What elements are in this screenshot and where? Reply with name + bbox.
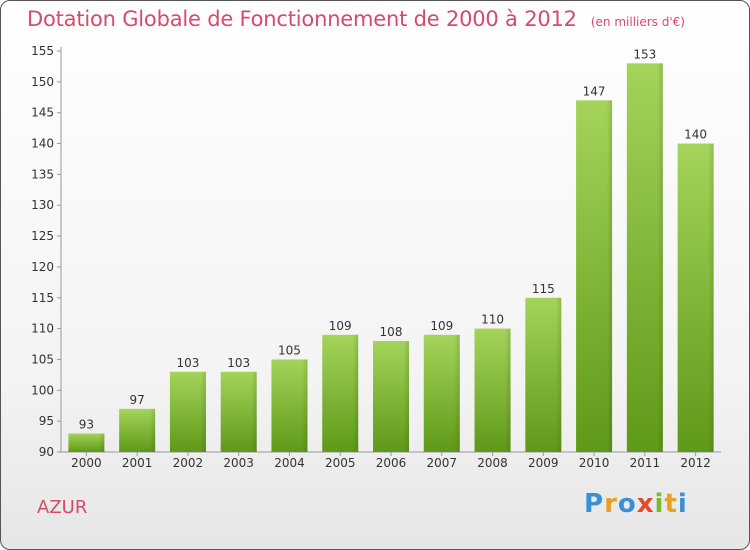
x-tick-label: 2001 [122,456,153,470]
bar-shade [677,143,714,453]
bar-shade [119,408,156,452]
logo-letter: P [584,489,605,519]
bar-shade [169,371,206,452]
x-tick-label: 2005 [325,456,356,470]
x-tick-label: 2012 [680,456,711,470]
bar-shade [626,63,663,452]
logo-letter: i [654,489,665,519]
data-label: 105 [278,343,301,357]
x-tick-label: 2003 [223,456,254,470]
data-label: 109 [329,319,352,333]
y-tick-label: 150 [31,75,54,89]
bar-shade [525,297,562,452]
x-tick-label: 2011 [630,456,661,470]
proxiti-logo: Proxiti [584,489,688,519]
data-label: 103 [176,356,199,370]
data-label: 108 [380,325,403,339]
data-label: 103 [227,356,250,370]
data-label: 115 [532,282,555,296]
axes: 90 95 100 105 110 115 120 125 130 135 140 145 150 155… [31,44,721,470]
y-tick-label: 95 [39,414,54,428]
y-tick-label: 130 [31,198,54,212]
chart-title: Dotation Globale de Fonctionnement de 20… [27,7,685,31]
bar-shade [68,433,105,452]
y-tick-label: 145 [31,106,54,120]
y-tick-label: 90 [39,445,54,459]
bar-shade [373,340,409,452]
y-tick-label: 100 [31,383,54,397]
data-label: 109 [430,319,453,333]
data-label: 93 [79,417,94,431]
y-tick-label: 155 [31,44,54,58]
logo-letter: x [636,489,655,519]
data-label: 140 [684,128,707,142]
x-tick-label: 2008 [477,456,508,470]
commune-name: AZUR [37,497,88,518]
logo-letter: i [677,489,688,519]
logo-letter: t [664,489,678,519]
bar-shade [423,334,460,452]
x-tick-label: 2007 [426,456,457,470]
logo-letter: r [604,489,618,519]
y-tick-label: 125 [31,229,54,243]
bar-shade [322,334,359,452]
data-label: 147 [583,84,606,98]
chart-title-text: Dotation Globale de Fonctionnement de 20… [27,7,577,31]
bar-shade [271,359,308,452]
logo-letter: o [617,489,637,519]
x-tick-label: 2002 [173,456,204,470]
y-tick-label: 120 [31,260,54,274]
x-tick-label: 2004 [274,456,305,470]
x-tick-label: 2009 [528,456,559,470]
y-tick-label: 135 [31,167,54,181]
data-label: 97 [130,393,145,407]
y-tick-label: 140 [31,137,54,151]
data-label: 110 [481,313,504,327]
y-tick-label: 110 [31,322,54,336]
bar-shade [576,100,613,452]
bar-shade [220,371,257,452]
value-labels: 93 97 103 103 105 109 108 109 110 115 147 153 140 [79,47,707,431]
chart-unit-label: (en milliers d'€) [590,15,685,29]
x-tick-label: 2006 [376,456,407,470]
bars [68,63,714,453]
y-tick-label: 105 [31,352,54,366]
data-label: 153 [633,47,656,61]
y-tick-label: 115 [31,291,54,305]
x-tick-label: 2000 [71,456,102,470]
x-tick-label: 2010 [579,456,610,470]
bar-shade [474,328,511,452]
